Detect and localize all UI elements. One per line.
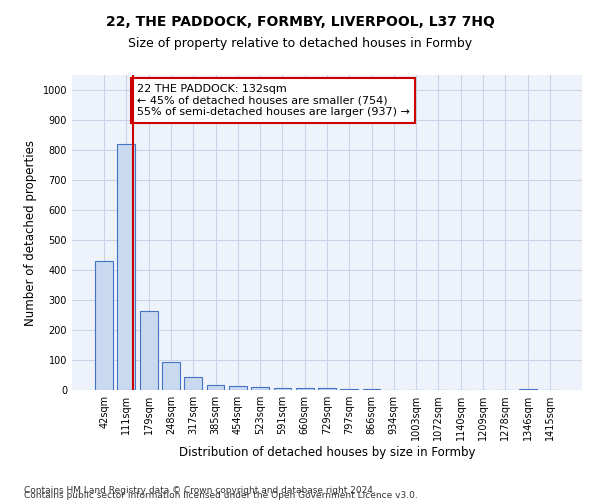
- Bar: [251, 387, 269, 390]
- Bar: [184, 376, 202, 390]
- X-axis label: Distribution of detached houses by size in Formby: Distribution of detached houses by size …: [179, 446, 475, 459]
- Bar: [296, 388, 314, 390]
- Bar: [340, 388, 358, 390]
- Bar: [118, 144, 136, 390]
- Bar: [274, 388, 292, 390]
- Text: Contains public sector information licensed under the Open Government Licence v3: Contains public sector information licen…: [24, 491, 418, 500]
- Bar: [318, 388, 336, 390]
- Text: 22 THE PADDOCK: 132sqm
← 45% of detached houses are smaller (754)
55% of semi-de: 22 THE PADDOCK: 132sqm ← 45% of detached…: [137, 84, 409, 117]
- Bar: [206, 384, 224, 390]
- Bar: [229, 386, 247, 390]
- Bar: [518, 388, 536, 390]
- Bar: [95, 261, 113, 390]
- Text: Size of property relative to detached houses in Formby: Size of property relative to detached ho…: [128, 38, 472, 51]
- Text: 22, THE PADDOCK, FORMBY, LIVERPOOL, L37 7HQ: 22, THE PADDOCK, FORMBY, LIVERPOOL, L37 …: [106, 15, 494, 29]
- Text: Contains HM Land Registry data © Crown copyright and database right 2024.: Contains HM Land Registry data © Crown c…: [24, 486, 376, 495]
- Bar: [140, 310, 158, 390]
- Bar: [362, 389, 380, 390]
- Y-axis label: Number of detached properties: Number of detached properties: [24, 140, 37, 326]
- Bar: [162, 362, 180, 390]
